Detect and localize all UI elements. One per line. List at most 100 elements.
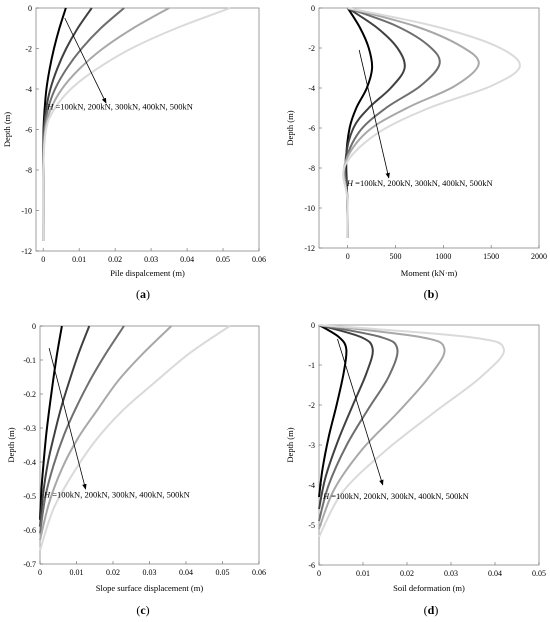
x-tick-label: 0.03 <box>143 568 157 577</box>
annotation-arrow <box>358 49 390 179</box>
x-tick-label: 0.03 <box>144 255 158 264</box>
x-tick-label: 0.03 <box>444 569 458 578</box>
annotation-arrow <box>337 338 384 486</box>
y-tick-label: 0 <box>311 321 315 330</box>
annotation-values: =100kN, 200kN, 300kN, 400kN, 500kN <box>329 491 469 501</box>
series-line-5 <box>342 7 521 239</box>
x-tick-label: 1500 <box>483 252 499 261</box>
plot-frame <box>35 7 260 252</box>
x-tick-label: 0 <box>346 252 350 261</box>
y-tick-label: -0.1 <box>23 356 36 365</box>
y-tick-label: -0.5 <box>23 492 36 501</box>
x-axis-label: Moment (kN·m) <box>401 268 458 278</box>
series-line-4 <box>42 7 170 241</box>
y-tick-label: -2 <box>308 401 315 410</box>
x-tick-label: 0.04 <box>179 568 193 577</box>
x-tick-label: 0.01 <box>72 255 86 264</box>
series-line-2 <box>39 325 91 527</box>
y-tick-label: -8 <box>308 164 315 173</box>
x-tick-label: 2000 <box>531 252 547 261</box>
series-line-2 <box>42 7 93 241</box>
annotation-arrow <box>64 17 107 104</box>
y-tick-label: -0.4 <box>23 458 36 467</box>
y-tick-label: -0.3 <box>23 424 36 433</box>
y-axis-label: Depth (m) <box>285 427 295 462</box>
y-tick-label: -4 <box>25 85 32 94</box>
x-tick-label: 0.06 <box>252 255 266 264</box>
panel-a: 0 0.01 0.02 0.03 0.04 0.05 0.06 0 -2 -4 -6 -8 -10 -12… <box>2 4 266 301</box>
x-axis-label: Slope surface displacement (m) <box>96 583 204 593</box>
x-tick-label: 0.02 <box>108 255 122 264</box>
annotation-text: H =100kN, 200kN, 300kN, 400kN, 500kN <box>46 101 193 111</box>
y-tick-label: -12 <box>304 244 315 253</box>
y-axis-label: Depth (m) <box>2 112 12 147</box>
y-tick-label: -3 <box>308 441 315 450</box>
x-tick-label: 0 <box>317 569 321 578</box>
y-tick-label: -6 <box>308 561 315 570</box>
y-tick-label: -4 <box>308 84 315 93</box>
annotation-text: H =100kN, 200kN, 300kN, 400kN, 500kN <box>346 178 493 188</box>
panel-label: (c) <box>136 603 149 617</box>
series-line-5 <box>39 325 231 551</box>
y-tick-label: -0.7 <box>23 560 36 569</box>
x-axis-label: Pile dispalcement (m) <box>110 268 185 278</box>
x-tick-label: 0.02 <box>106 568 120 577</box>
series-line-3 <box>318 324 399 522</box>
x-axis-label: Soil deformation (m) <box>393 583 465 593</box>
y-tick-label: -10 <box>21 207 32 216</box>
series-line-4 <box>39 325 173 541</box>
panel-c: 0 0.01 0.02 0.03 0.04 0.05 0.06 0 -0.1 -0.2 -0.3 -0… <box>6 322 266 617</box>
y-tick-label: -12 <box>21 247 32 256</box>
panel-label: (a) <box>136 287 150 301</box>
y-tick-label: 0 <box>28 4 32 13</box>
x-tick-label: 0.04 <box>488 569 502 578</box>
y-tick-label: -2 <box>25 45 32 54</box>
y-tick-label: -5 <box>308 521 315 530</box>
annotation-variable: H <box>43 490 51 500</box>
plot-frame <box>318 324 540 566</box>
y-tick-label: -8 <box>25 166 32 175</box>
series-line-1 <box>39 325 63 520</box>
annotation-values: =100kN, 200kN, 300kN, 400kN, 500kN <box>53 101 193 111</box>
annotation-variable: H <box>346 178 354 188</box>
series-line-1 <box>318 324 348 498</box>
annotation-values: =100kN, 200kN, 300kN, 400kN, 500kN <box>353 178 493 188</box>
y-axis-label: Depth (m) <box>285 110 295 145</box>
y-tick-label: 0 <box>32 322 36 331</box>
x-tick-label: 1000 <box>435 252 451 261</box>
y-tick-label: -0.6 <box>23 526 36 535</box>
y-tick-label: -1 <box>308 361 315 370</box>
y-axis-label: Depth (m) <box>6 427 16 462</box>
y-tick-label: -0.2 <box>23 390 36 399</box>
y-tick-label: -4 <box>308 481 315 490</box>
series-line-5 <box>41 7 231 241</box>
x-tick-label: 0.05 <box>532 569 546 578</box>
y-tick-label: -2 <box>308 44 315 53</box>
x-tick-label: 0.05 <box>216 255 230 264</box>
panel-label: (b) <box>424 287 439 301</box>
panel-b: 0 500 1000 1500 2000 0 -2 -4 -6 -8 -10 -12 Moment (k… <box>285 4 547 301</box>
x-tick-label: 0 <box>41 255 45 264</box>
series-line-4 <box>318 324 446 530</box>
series-line-3 <box>39 325 125 534</box>
x-tick-label: 0.05 <box>216 568 230 577</box>
annotation-variable: H <box>322 491 330 501</box>
series-line-4 <box>342 7 480 239</box>
y-tick-label: 0 <box>311 4 315 13</box>
annotation-arrow <box>48 347 87 490</box>
x-tick-label: 0.01 <box>356 569 370 578</box>
annotation-text: H =100kN, 200kN, 300kN, 400kN, 500kN <box>43 490 190 500</box>
plot-frame <box>318 7 540 249</box>
series-line-5 <box>318 324 505 538</box>
y-tick-label: -10 <box>304 204 315 213</box>
x-tick-label: 0.02 <box>400 569 414 578</box>
x-tick-label: 0 <box>38 568 42 577</box>
series-line-2 <box>318 324 374 510</box>
y-tick-label: -6 <box>25 126 32 135</box>
x-tick-label: 0.06 <box>252 568 266 577</box>
annotation-values: =100kN, 200kN, 300kN, 400kN, 500kN <box>50 490 190 500</box>
x-tick-label: 0.04 <box>180 255 194 264</box>
annotation-text: H =100kN, 200kN, 300kN, 400kN, 500kN <box>322 491 469 501</box>
x-tick-label: 500 <box>390 252 402 261</box>
